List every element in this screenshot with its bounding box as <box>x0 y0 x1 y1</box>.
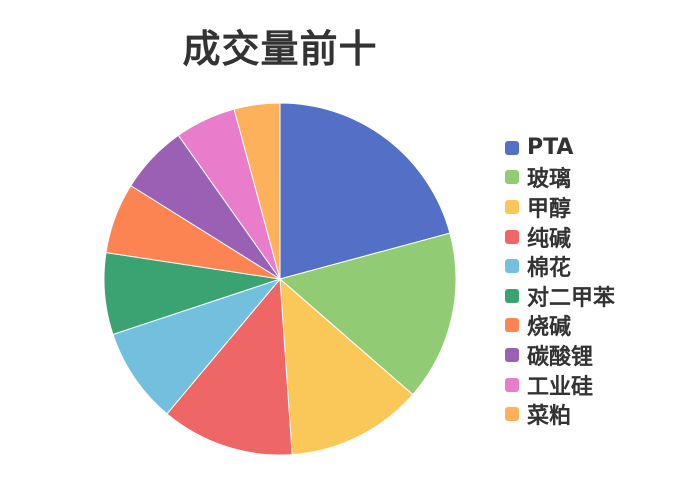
pie-slice-2[interactable] <box>278 232 457 396</box>
legend-label: PTA <box>527 135 574 161</box>
legend-label: 棉花 <box>527 256 572 282</box>
legend-item[interactable]: 碳酸锂 <box>505 340 615 370</box>
legend-item[interactable]: 工业硅 <box>505 370 615 400</box>
pie-slice-10[interactable] <box>233 102 281 280</box>
pie-slices <box>103 102 457 456</box>
pie-chart <box>103 102 457 456</box>
legend-swatch <box>505 407 519 422</box>
pie-slice-1[interactable] <box>279 102 451 280</box>
legend: PTA 玻璃甲醇纯碱棉花对二甲苯烧碱碳酸锂工业硅菜粕 <box>505 133 615 429</box>
legend-label: 碳酸锂 <box>527 344 594 370</box>
legend-swatch <box>505 377 519 392</box>
legend-item[interactable]: 玻璃 <box>505 163 615 193</box>
legend-item[interactable]: 棉花 <box>505 251 615 281</box>
legend-label: 菜粕 <box>527 404 572 430</box>
legend-swatch <box>505 199 519 214</box>
legend-swatch <box>505 347 519 362</box>
legend-item[interactable]: 甲醇 <box>505 192 615 222</box>
legend-label: 纯碱 <box>527 226 572 252</box>
legend-item[interactable]: PTA <box>505 133 615 163</box>
legend-item[interactable]: 菜粕 <box>505 399 615 429</box>
legend-item[interactable]: 对二甲苯 <box>505 281 615 311</box>
legend-label: 玻璃 <box>527 167 572 193</box>
legend-label: 甲醇 <box>527 196 572 222</box>
legend-swatch <box>505 259 519 274</box>
pie-slice-4[interactable] <box>166 277 293 456</box>
legend-swatch <box>505 229 519 244</box>
legend-swatch <box>505 170 519 185</box>
legend-swatch <box>505 288 519 303</box>
legend-item[interactable]: 烧碱 <box>505 311 615 341</box>
pie-slice-3[interactable] <box>279 277 414 456</box>
legend-label: 烧碱 <box>527 315 572 341</box>
chart-title: 成交量前十 <box>182 27 378 71</box>
legend-swatch <box>505 318 519 333</box>
legend-label: 工业硅 <box>527 374 594 400</box>
legend-item[interactable]: 纯碱 <box>505 222 615 252</box>
pie-slice-5[interactable] <box>112 277 282 415</box>
legend-swatch <box>505 140 519 155</box>
legend-label: 对二甲苯 <box>527 285 616 311</box>
